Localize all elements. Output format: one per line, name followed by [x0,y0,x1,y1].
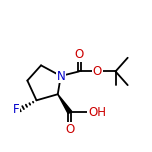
Text: O: O [93,65,102,78]
Text: F: F [13,103,20,116]
Text: O: O [65,123,74,136]
Polygon shape [58,94,72,114]
Text: N: N [56,69,65,83]
Text: OH: OH [88,106,106,119]
Text: O: O [74,48,84,61]
